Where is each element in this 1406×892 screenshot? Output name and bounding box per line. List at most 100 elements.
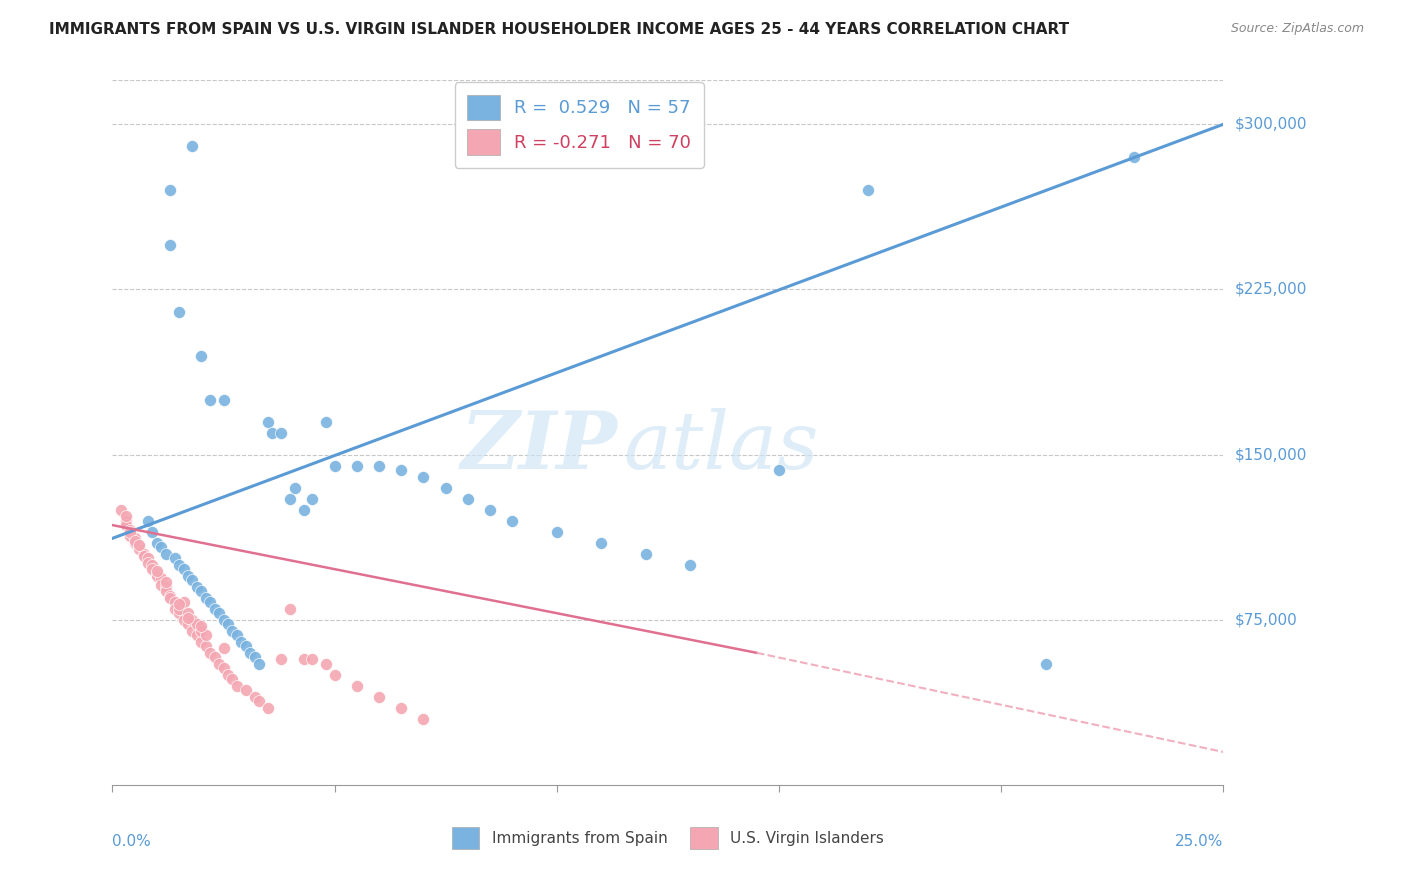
Point — [200, 595, 222, 609]
Point — [292, 652, 315, 666]
Point — [136, 551, 159, 566]
Text: Source: ZipAtlas.com: Source: ZipAtlas.com — [1230, 22, 1364, 36]
Point — [200, 646, 222, 660]
Point — [141, 562, 163, 576]
Point — [181, 613, 204, 627]
Point — [257, 701, 280, 715]
Point — [368, 690, 391, 704]
Point — [159, 589, 181, 603]
Point — [163, 595, 186, 609]
Point — [278, 601, 301, 615]
Point — [323, 668, 346, 682]
Point — [155, 580, 177, 594]
Point — [128, 542, 150, 557]
Point — [434, 481, 457, 495]
Point — [212, 613, 235, 627]
Point — [167, 601, 190, 615]
Text: ZIP: ZIP — [461, 408, 617, 485]
Point — [146, 565, 169, 579]
Text: $300,000: $300,000 — [1234, 117, 1306, 132]
Point — [186, 617, 208, 632]
Point — [221, 624, 243, 638]
Point — [190, 624, 212, 638]
Point — [155, 575, 177, 590]
Point — [159, 183, 181, 197]
Point — [768, 463, 790, 477]
Point — [110, 502, 132, 516]
Point — [315, 415, 337, 429]
Point — [457, 491, 479, 506]
Point — [190, 349, 212, 363]
Point — [301, 652, 323, 666]
Point — [323, 458, 346, 473]
Point — [1123, 150, 1146, 164]
Point — [181, 624, 204, 638]
Point — [262, 425, 284, 440]
Point — [114, 509, 136, 524]
Point — [136, 556, 159, 570]
Point — [412, 469, 434, 483]
Point — [217, 668, 239, 682]
Point — [194, 628, 217, 642]
Point — [194, 639, 217, 653]
Point — [167, 558, 190, 572]
Point — [124, 532, 146, 546]
Point — [159, 591, 181, 605]
Point — [231, 635, 253, 649]
Point — [190, 619, 212, 633]
Point — [412, 712, 434, 726]
Text: 25.0%: 25.0% — [1175, 834, 1223, 849]
Point — [292, 502, 315, 516]
Point — [270, 652, 292, 666]
Point — [186, 580, 208, 594]
Point — [239, 646, 262, 660]
Point — [270, 425, 292, 440]
Point — [186, 628, 208, 642]
Point — [634, 547, 657, 561]
Text: IMMIGRANTS FROM SPAIN VS U.S. VIRGIN ISLANDER HOUSEHOLDER INCOME AGES 25 - 44 YE: IMMIGRANTS FROM SPAIN VS U.S. VIRGIN ISL… — [49, 22, 1070, 37]
Point — [155, 547, 177, 561]
Point — [190, 635, 212, 649]
Point — [243, 690, 266, 704]
Point — [221, 673, 243, 687]
Point — [225, 628, 247, 642]
Point — [141, 558, 163, 572]
Point — [346, 679, 368, 693]
Point — [155, 584, 177, 599]
Point — [124, 535, 146, 549]
Point — [243, 650, 266, 665]
Point — [177, 610, 200, 624]
Point — [235, 639, 257, 653]
Point — [150, 540, 173, 554]
Legend: Immigrants from Spain, U.S. Virgin Islanders: Immigrants from Spain, U.S. Virgin Islan… — [446, 821, 890, 855]
Point — [132, 549, 155, 563]
Point — [132, 547, 155, 561]
Point — [225, 679, 247, 693]
Point — [389, 701, 412, 715]
Point — [173, 613, 195, 627]
Point — [368, 458, 391, 473]
Point — [124, 533, 146, 548]
Point — [208, 657, 231, 671]
Point — [120, 529, 142, 543]
Point — [247, 694, 270, 708]
Point — [208, 606, 231, 620]
Point — [346, 458, 368, 473]
Point — [235, 683, 257, 698]
Point — [167, 598, 190, 612]
Point — [150, 571, 173, 585]
Point — [190, 584, 212, 599]
Point — [128, 540, 150, 554]
Point — [177, 606, 200, 620]
Point — [591, 535, 613, 549]
Point — [181, 139, 204, 153]
Point — [120, 524, 142, 539]
Point — [200, 392, 222, 407]
Point — [1035, 657, 1057, 671]
Point — [389, 463, 412, 477]
Point — [212, 661, 235, 675]
Text: 0.0%: 0.0% — [112, 834, 152, 849]
Point — [212, 641, 235, 656]
Point — [128, 538, 150, 552]
Point — [159, 238, 181, 252]
